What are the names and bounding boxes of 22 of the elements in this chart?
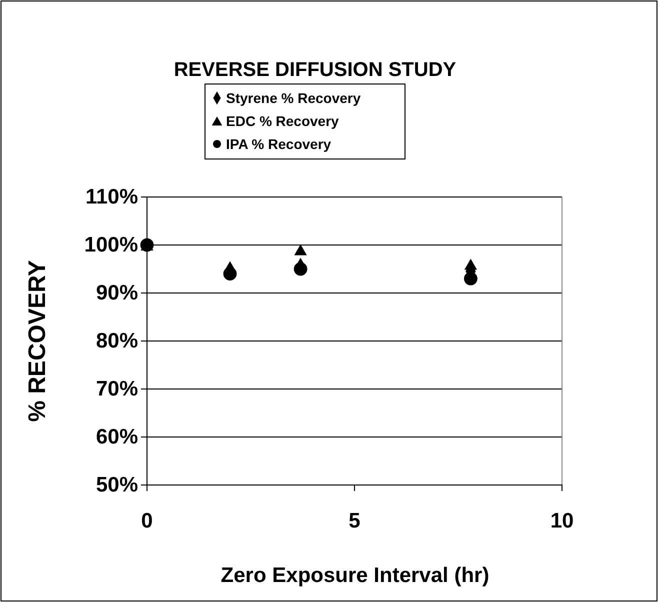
x-tick-label: 5 — [348, 510, 361, 533]
x-tick-label: 0 — [141, 510, 153, 533]
y-tick-label: 90% — [96, 282, 138, 305]
y-axis-title: % RECOVERY — [24, 260, 51, 422]
point — [140, 238, 154, 252]
x-axis-title: Zero Exposure Interval (hr) — [220, 564, 490, 587]
legend-label: Styrene % Recovery — [226, 90, 361, 106]
point — [464, 272, 478, 286]
y-tick-label: 110% — [85, 186, 138, 209]
y-tick-label: 50% — [96, 474, 138, 497]
y-tick-label: 80% — [96, 330, 138, 353]
legend-label: EDC % Recovery — [226, 113, 340, 129]
chart-title: REVERSE DIFFUSION STUDY — [174, 59, 457, 81]
point — [223, 267, 237, 280]
legend-label: IPA % Recovery — [226, 136, 332, 152]
y-tick-label: 60% — [96, 426, 138, 449]
point — [294, 244, 307, 256]
x-tick-label: 10 — [550, 510, 574, 533]
point — [294, 262, 308, 276]
y-tick-label: 70% — [96, 378, 138, 401]
point — [464, 258, 478, 270]
y-tick-label: 100% — [84, 234, 138, 257]
